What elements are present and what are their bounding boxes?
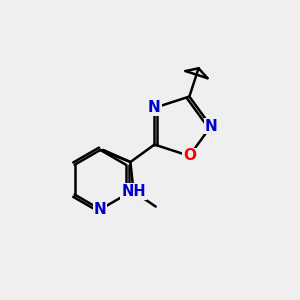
Text: O: O <box>183 148 196 164</box>
Text: N: N <box>205 119 217 134</box>
Text: NH: NH <box>121 184 146 199</box>
Text: N: N <box>94 202 107 217</box>
Text: N: N <box>148 100 161 116</box>
